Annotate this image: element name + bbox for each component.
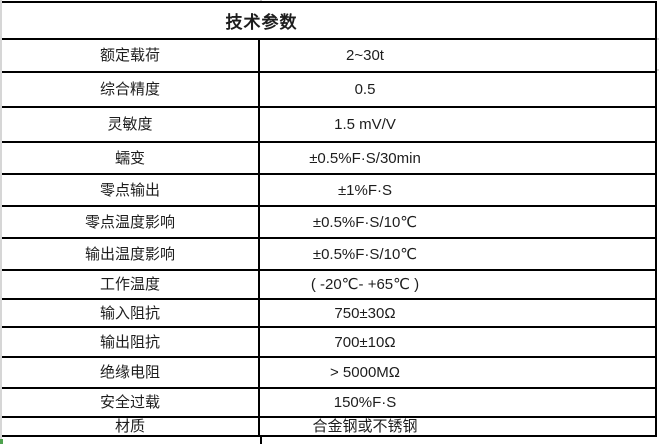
table-row: 输入阻抗 750±30Ω	[2, 300, 655, 328]
param-value: 合金钢或不锈钢	[312, 418, 418, 435]
table-row: 绝缘电阻 > 5000MΩ	[2, 358, 655, 389]
param-label: 输入阻抗	[2, 300, 260, 326]
table-row: 综合精度 0.5	[2, 73, 655, 108]
gridline-stub-right	[657, 38, 659, 40]
param-label: 零点输出	[2, 175, 260, 205]
param-label: 蠕变	[2, 143, 260, 173]
param-value: 750±30Ω	[334, 304, 396, 322]
table-rows-container: 额定载荷 2~30t 综合精度 0.5 灵敏度 1.5 mV/V 蠕变 ±0.5%F·S/30…	[2, 40, 655, 437]
param-value: 150%F·S	[333, 394, 397, 411]
table-row: 安全过载 150%F·S	[2, 389, 655, 418]
param-value: ±0.5%F·S/10℃	[312, 213, 418, 231]
param-label: 零点温度影响	[2, 207, 260, 237]
param-label: 安全过载	[2, 389, 260, 416]
param-label: 灵敏度	[2, 108, 260, 141]
param-value: 0.5	[354, 81, 376, 98]
param-label: 输出阻抗	[2, 328, 260, 356]
table-row: 灵敏度 1.5 mV/V	[2, 108, 655, 143]
param-label: 输出温度影响	[2, 239, 260, 269]
param-label: 综合精度	[2, 73, 260, 106]
column-divider-below-table	[260, 437, 262, 444]
table-title-row: 技术参数	[2, 3, 655, 40]
sheet-fill-handle	[0, 439, 3, 444]
table-row: 输出温度影响 ±0.5%F·S/10℃	[2, 239, 655, 271]
spec-table: 技术参数 额定载荷 2~30t 综合精度 0.5 灵敏度 1.5 mV/V 蠕变 ±0.5%F…	[2, 1, 657, 437]
param-value: ( -20℃- +65℃ )	[310, 276, 420, 293]
sheet-gridline-left	[0, 0, 2, 444]
table-row: 材质 合金钢或不锈钢	[2, 418, 655, 437]
param-label: 绝缘电阻	[2, 358, 260, 387]
param-value: ±0.5%F·S/10℃	[312, 245, 418, 263]
param-value: 2~30t	[346, 47, 384, 64]
table-row: 额定载荷 2~30t	[2, 40, 655, 73]
param-value: ±1%F·S	[337, 181, 393, 199]
gridline-stub-top	[260, 0, 262, 1]
table-row: 零点输出 ±1%F·S	[2, 175, 655, 207]
table-title: 技术参数	[225, 13, 298, 32]
param-value: > 5000MΩ	[329, 364, 400, 381]
param-value: ±0.5%F·S/30min	[309, 149, 421, 167]
param-label: 材质	[2, 418, 260, 435]
param-value: 1.5 mV/V	[334, 116, 396, 133]
param-value: 700±10Ω	[334, 333, 396, 351]
gridline-stub-right	[657, 69, 659, 71]
param-label: 额定载荷	[2, 40, 260, 71]
table-row: 输出阻抗 700±10Ω	[2, 328, 655, 358]
table-row: 蠕变 ±0.5%F·S/30min	[2, 143, 655, 175]
table-row: 零点温度影响 ±0.5%F·S/10℃	[2, 207, 655, 239]
param-label: 工作温度	[2, 271, 260, 298]
table-row: 工作温度 ( -20℃- +65℃ )	[2, 271, 655, 300]
